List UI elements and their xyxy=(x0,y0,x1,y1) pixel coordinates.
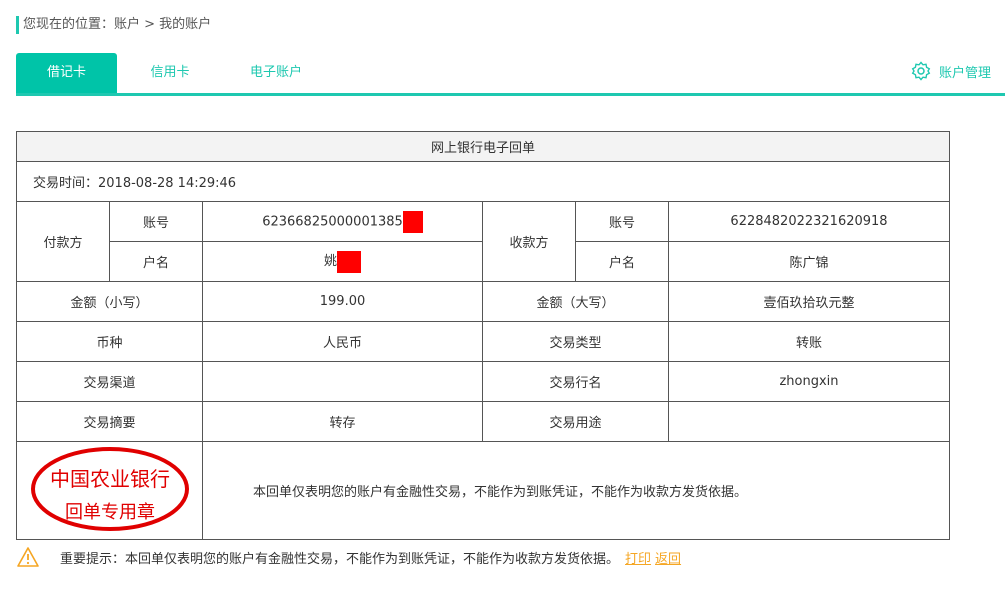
payer-name: 姚 xyxy=(323,254,337,270)
account-management-button[interactable]: 账户管理 xyxy=(911,61,991,81)
tab-bar: 借记卡 信用卡 电子账户 账户管理 xyxy=(16,53,1005,96)
redaction xyxy=(402,210,423,233)
payer-name-label: 户名 xyxy=(109,241,203,282)
amount-small-label: 金额（小写） xyxy=(16,281,203,322)
type-label: 交易类型 xyxy=(482,321,669,362)
summary-label: 交易摘要 xyxy=(16,401,203,442)
payee-account: 6228482022321620918 xyxy=(667,201,951,242)
currency-label: 币种 xyxy=(16,321,203,362)
payer-account: 62366825000001385 xyxy=(262,214,403,229)
tab-debit-card[interactable]: 借记卡 xyxy=(16,53,117,93)
amount-big: 壹佰玖拾玖元整 xyxy=(667,281,951,322)
amount-big-label: 金额（大写） xyxy=(482,281,669,322)
payee-name-label: 户名 xyxy=(575,241,669,282)
back-link[interactable]: 返回 xyxy=(655,551,682,567)
tab-e-account[interactable]: 电子账户 xyxy=(249,65,302,80)
payer-label: 付款方 xyxy=(16,201,110,282)
payer-account-label: 账号 xyxy=(109,201,203,242)
transaction-time: 交易时间：2018-08-28 14:29:46 xyxy=(15,161,951,202)
channel-label: 交易渠道 xyxy=(16,361,203,402)
receipt-title: 网上银行电子回单 xyxy=(15,131,951,162)
payer-account-cell: 62366825000001385 xyxy=(202,201,483,242)
stamp-top-text: 中国农业银行 xyxy=(50,467,170,491)
currency: 人民币 xyxy=(202,321,483,362)
summary: 转存 xyxy=(202,401,483,442)
breadcrumb: 您现在的位置：账户 > 我的账户 xyxy=(16,16,211,34)
footer-notice-text: 重要提示：本回单仅表明您的账户有金融性交易，不能作为到账凭证，不能作为收款方发货… xyxy=(60,551,620,567)
tab-credit-card[interactable]: 信用卡 xyxy=(150,65,190,80)
purpose xyxy=(667,401,951,442)
amount-small: 199.00 xyxy=(202,281,483,322)
payer-name-cell: 姚 xyxy=(202,241,483,282)
bank-label: 交易行名 xyxy=(482,361,669,402)
bank: zhongxin xyxy=(667,361,951,402)
print-link[interactable]: 打印 xyxy=(625,551,652,567)
footer-notice: 重要提示：本回单仅表明您的账户有金融性交易，不能作为到账凭证，不能作为收款方发货… xyxy=(16,546,681,568)
warning-icon xyxy=(17,547,39,567)
redaction xyxy=(337,250,361,273)
stamp-bottom-text: 回单专用章 xyxy=(65,502,155,523)
payee-name: 陈广锦 xyxy=(667,241,951,282)
payee-label: 收款方 xyxy=(482,201,576,282)
purpose-label: 交易用途 xyxy=(482,401,669,442)
bank-stamp: 中国农业银行 回单专用章 xyxy=(30,446,189,531)
payee-account-label: 账号 xyxy=(575,201,669,242)
gear-icon xyxy=(911,61,931,81)
receipt-table: 网上银行电子回单 交易时间：2018-08-28 14:29:46 付款方 账号… xyxy=(15,131,951,540)
stamp-cell: 中国农业银行 回单专用章 xyxy=(16,441,203,540)
receipt-notice: 本回单仅表明您的账户有金融性交易，不能作为到账凭证，不能作为收款方发货依据。 xyxy=(201,441,951,540)
type: 转账 xyxy=(667,321,951,362)
account-management-label: 账户管理 xyxy=(938,65,991,81)
channel xyxy=(202,361,483,402)
